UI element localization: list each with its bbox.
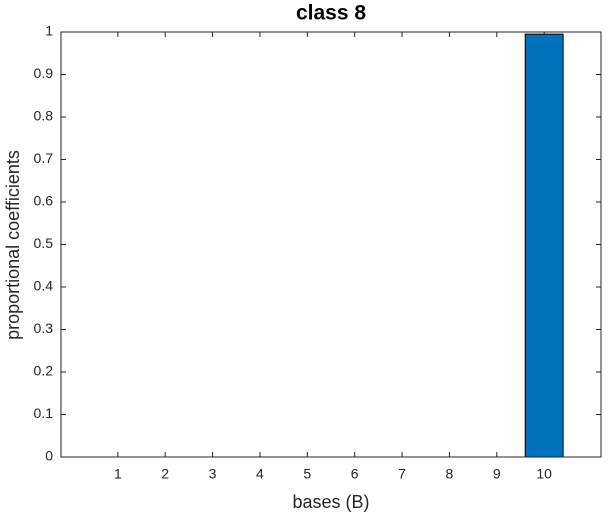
- x-tick-label: 7: [398, 466, 406, 482]
- x-tick-label: 5: [303, 466, 311, 482]
- bar: [524, 33, 564, 458]
- y-tick-label: 0.7: [34, 150, 54, 166]
- axes-box: [60, 31, 602, 458]
- x-tick-label: 8: [446, 466, 454, 482]
- y-tick-label: 0.4: [34, 278, 54, 294]
- y-tick-label: 0.1: [34, 405, 54, 421]
- x-tick-label: 6: [351, 466, 359, 482]
- x-tick-label: 2: [161, 466, 169, 482]
- x-tick-label: 9: [493, 466, 501, 482]
- y-tick-label: 1: [45, 23, 53, 39]
- y-tick-label: 0.3: [34, 320, 54, 336]
- y-tick-label: 0.6: [34, 193, 54, 209]
- y-tick-label: 0: [45, 448, 53, 464]
- y-tick-label: 0.2: [34, 363, 54, 379]
- x-tick-label: 3: [209, 466, 217, 482]
- x-tick-label: 1: [114, 466, 122, 482]
- y-tick-label: 0.8: [34, 108, 54, 124]
- x-tick-label: 10: [536, 466, 552, 482]
- y-tick-label: 0.9: [34, 65, 54, 81]
- y-axis-label: proportional coefficients: [3, 150, 23, 340]
- y-tick-label: 0.5: [34, 235, 54, 251]
- x-axis-label: bases (B): [292, 492, 369, 512]
- x-tick-label: 4: [256, 466, 264, 482]
- chart-title: class 8: [296, 2, 366, 25]
- plot-area: [61, 32, 601, 457]
